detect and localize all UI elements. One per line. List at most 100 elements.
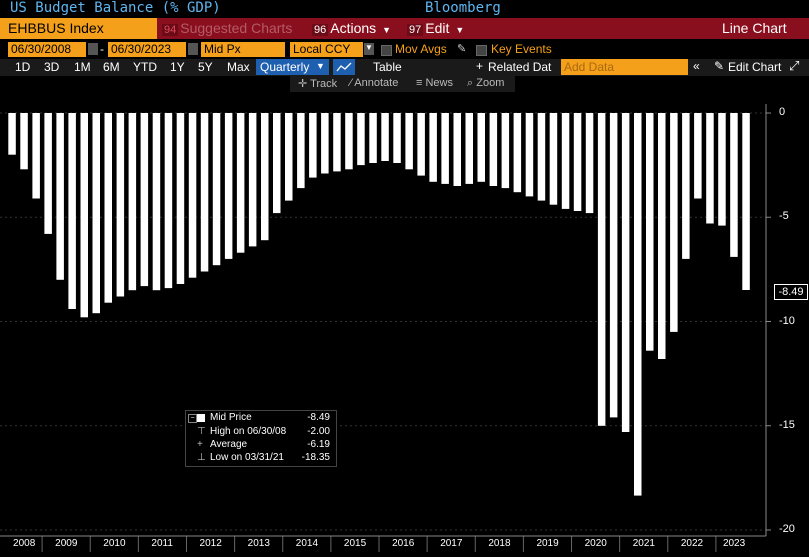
bar[interactable] <box>429 113 437 182</box>
bar[interactable] <box>694 113 702 199</box>
collapse-icon[interactable]: « <box>693 59 700 73</box>
bar[interactable] <box>92 113 101 314</box>
period-6m[interactable]: 6M <box>103 60 120 74</box>
line-chart-icon[interactable] <box>333 59 355 75</box>
bar[interactable] <box>297 113 305 189</box>
bar[interactable] <box>285 113 293 201</box>
mov-avgs-checkbox[interactable] <box>381 45 392 56</box>
bar[interactable] <box>634 113 642 496</box>
ticker-field[interactable]: EHBBUS Index <box>0 18 157 39</box>
bar[interactable] <box>573 113 582 211</box>
bar[interactable] <box>164 113 173 289</box>
bar[interactable] <box>321 113 329 174</box>
bar[interactable] <box>477 113 486 182</box>
period-1d[interactable]: 1D <box>15 60 31 74</box>
add-data-input[interactable]: Add Data <box>561 59 688 75</box>
bar[interactable] <box>621 113 630 432</box>
bar[interactable] <box>128 113 137 291</box>
bar[interactable] <box>489 113 498 186</box>
period-3d[interactable]: 3D <box>44 60 60 74</box>
related-data-button[interactable]: Related Dat <box>488 60 552 74</box>
bar[interactable] <box>248 113 257 247</box>
bar[interactable] <box>80 113 89 318</box>
bar[interactable] <box>68 113 76 309</box>
bar[interactable] <box>20 113 28 170</box>
bar[interactable] <box>309 113 317 178</box>
bar[interactable] <box>525 113 534 197</box>
bar[interactable] <box>140 113 149 287</box>
bar[interactable] <box>200 113 209 272</box>
key-events-checkbox[interactable] <box>476 45 487 56</box>
bar[interactable] <box>513 113 522 193</box>
calendar-icon[interactable] <box>88 43 98 55</box>
bar[interactable] <box>224 113 233 259</box>
expand-icon[interactable]: ⤢ <box>789 58 800 73</box>
bar[interactable] <box>465 113 474 184</box>
bar[interactable] <box>273 113 281 214</box>
bar[interactable] <box>357 113 365 166</box>
end-date-field[interactable]: 06/30/2023 <box>108 42 186 57</box>
track-tool[interactable]: ✛ Track <box>298 77 337 90</box>
x-tick-label: 2021 <box>632 538 655 549</box>
bar[interactable] <box>236 113 245 253</box>
period-ytd[interactable]: YTD <box>133 60 157 74</box>
news-tool[interactable]: ≡ News <box>416 77 453 89</box>
zoom-tool[interactable]: ⌕ Zoom <box>467 77 504 90</box>
bar[interactable] <box>56 113 64 280</box>
calendar-icon-end[interactable] <box>188 43 198 55</box>
edit-button[interactable]: 97 Edit ▼ <box>407 20 464 36</box>
bar[interactable] <box>104 113 113 303</box>
bar[interactable] <box>417 113 425 176</box>
bar[interactable] <box>609 113 618 418</box>
bar[interactable] <box>176 113 185 284</box>
bar[interactable] <box>381 113 389 161</box>
bar[interactable] <box>670 113 678 332</box>
bar[interactable] <box>152 113 161 291</box>
bar[interactable] <box>646 113 654 351</box>
price-field-select[interactable]: Mid Px <box>201 42 285 57</box>
bar[interactable] <box>742 113 750 290</box>
bar[interactable] <box>8 113 16 155</box>
pencil-icon[interactable]: ✎ <box>457 43 467 55</box>
legend-collapse-icon[interactable]: − <box>188 414 197 423</box>
table-button[interactable]: Table <box>373 60 402 74</box>
bar[interactable] <box>682 113 690 259</box>
bar[interactable] <box>453 113 462 186</box>
annotate-tool[interactable]: ⁄ Annotate <box>350 77 398 89</box>
bar[interactable] <box>393 113 401 163</box>
bar[interactable] <box>44 113 52 234</box>
bar[interactable] <box>549 113 558 205</box>
bar[interactable] <box>561 113 570 209</box>
bar[interactable] <box>333 113 341 172</box>
bar[interactable] <box>537 113 546 201</box>
frequency-select[interactable]: Quarterly ▼ <box>256 59 329 75</box>
period-1y[interactable]: 1Y <box>170 60 185 74</box>
period-5y[interactable]: 5Y <box>198 60 213 74</box>
currency-dropdown-icon[interactable]: ▼ <box>364 43 374 55</box>
period-1m[interactable]: 1M <box>74 60 91 74</box>
suggested-charts-button[interactable]: 94 Suggested Charts <box>162 20 292 36</box>
bar[interactable] <box>212 113 221 266</box>
bar[interactable] <box>597 113 606 426</box>
bar[interactable] <box>730 113 738 257</box>
bar[interactable] <box>706 113 714 224</box>
start-date-field[interactable]: 06/30/2008 <box>8 42 86 57</box>
bar[interactable] <box>658 113 666 359</box>
bar[interactable] <box>718 113 726 226</box>
bar[interactable] <box>501 113 510 189</box>
bar[interactable] <box>441 113 449 184</box>
period-max[interactable]: Max <box>227 60 250 74</box>
bar[interactable] <box>32 113 40 199</box>
bar[interactable] <box>585 113 594 214</box>
bar[interactable] <box>345 113 353 170</box>
actions-button[interactable]: 96 Actions ▼ <box>312 20 391 36</box>
edit-chart-button[interactable]: Edit Chart <box>728 60 782 74</box>
currency-select[interactable]: Local CCY <box>290 42 363 57</box>
frequency-label: Quarterly <box>260 60 310 74</box>
bar[interactable] <box>261 113 269 241</box>
bar[interactable] <box>188 113 197 278</box>
bar[interactable] <box>405 113 413 170</box>
bar[interactable] <box>116 113 125 297</box>
bar[interactable] <box>369 113 377 163</box>
